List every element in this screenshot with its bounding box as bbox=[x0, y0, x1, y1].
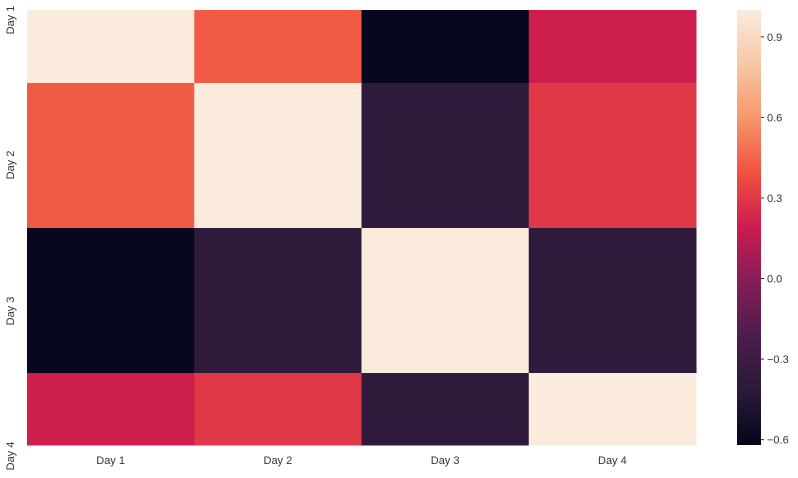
heatmap-cell bbox=[528, 373, 697, 446]
y-tick-label: Day 1 bbox=[5, 6, 17, 35]
colorbar-ticks: −0.6 −0.3 0.0 0.3 0.6 0.9 bbox=[761, 32, 789, 447]
heatmap-cell bbox=[27, 228, 195, 374]
y-tick-label: Day 2 bbox=[5, 151, 17, 180]
x-tick-label: Day 1 bbox=[96, 455, 125, 467]
heatmap-cell bbox=[361, 373, 530, 446]
heatmap-cell bbox=[27, 10, 195, 84]
heatmap-cell bbox=[27, 373, 195, 446]
heatmap-cell bbox=[361, 228, 530, 374]
heatmap-cells bbox=[27, 10, 697, 446]
colorbar-tick-label: −0.3 bbox=[767, 354, 789, 366]
y-tick-label: Day 4 bbox=[5, 442, 17, 471]
x-axis-ticks: Day 1 Day 2 Day 3 Day 4 bbox=[96, 455, 627, 467]
heatmap-cell bbox=[361, 83, 530, 229]
colorbar: −0.6 −0.3 0.0 0.3 0.6 0.9 bbox=[737, 10, 789, 447]
heatmap-cell bbox=[27, 83, 195, 229]
y-tick-label: Day 3 bbox=[5, 297, 17, 326]
heatmap-cell bbox=[194, 83, 362, 229]
heatmap-cell bbox=[194, 228, 362, 374]
x-tick-label: Day 2 bbox=[264, 455, 293, 467]
heatmap-cell bbox=[528, 228, 697, 374]
heatmap-cell bbox=[361, 10, 530, 84]
heatmap-cell bbox=[194, 10, 362, 84]
heatmap-cell bbox=[528, 10, 697, 84]
x-tick-label: Day 3 bbox=[431, 455, 460, 467]
colorbar-tick-label: 0.0 bbox=[767, 274, 782, 286]
x-tick-label: Day 4 bbox=[598, 455, 627, 467]
y-axis-ticks: Day 1 Day 2 Day 3 Day 4 bbox=[5, 6, 17, 471]
colorbar-gradient bbox=[737, 10, 761, 445]
colorbar-tick-label: −0.6 bbox=[767, 435, 789, 447]
colorbar-tick-label: 0.9 bbox=[767, 32, 782, 44]
heatmap-cell bbox=[528, 83, 697, 229]
colorbar-tick-label: 0.6 bbox=[767, 112, 782, 124]
colorbar-tick-label: 0.3 bbox=[767, 193, 782, 205]
heatmap-cell bbox=[194, 373, 362, 446]
